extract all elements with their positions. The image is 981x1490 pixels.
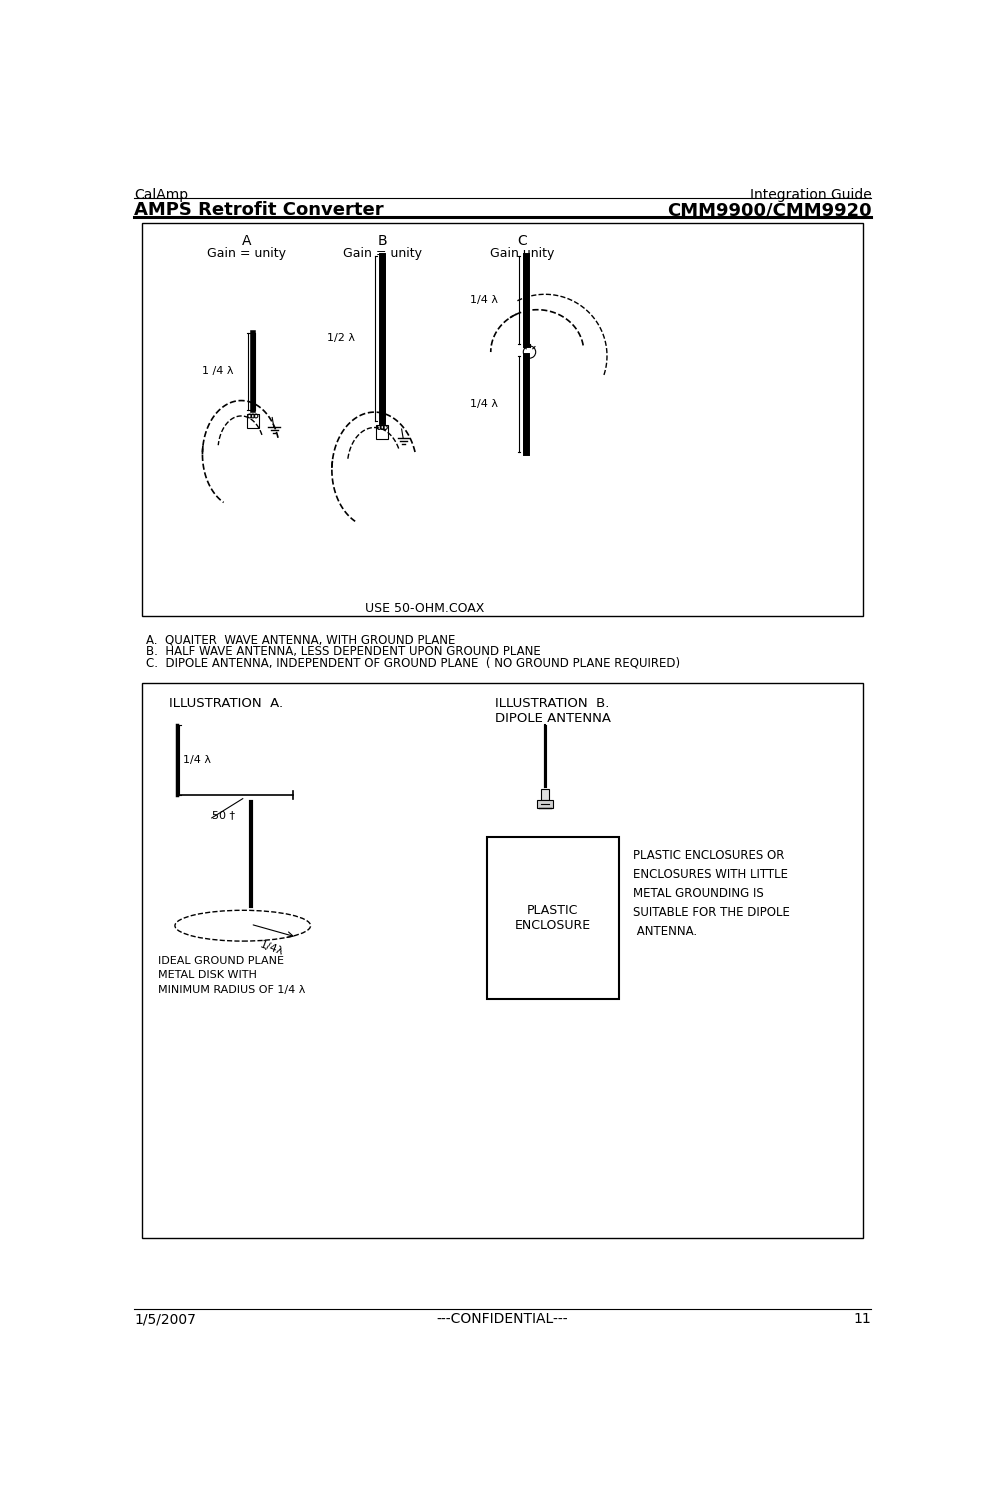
Text: 1/4 λ: 1/4 λ: [471, 295, 498, 304]
Text: ---CONFIDENTIAL---: ---CONFIDENTIAL---: [437, 1313, 568, 1326]
Text: A.  QUAITER  WAVE ANTENNA, WITH GROUND PLANE: A. QUAITER WAVE ANTENNA, WITH GROUND PLA…: [146, 633, 455, 647]
Bar: [542, 788, 549, 800]
Text: 11: 11: [853, 1313, 871, 1326]
Text: A: A: [242, 234, 251, 249]
Text: PLASTIC ENCLOSURES OR
ENCLOSURES WITH LITTLE
METAL GROUNDING IS
SUITABLE FOR THE: PLASTIC ENCLOSURES OR ENCLOSURES WITH LI…: [633, 849, 790, 937]
Bar: [376, 425, 388, 440]
Text: 1/2 λ: 1/2 λ: [327, 334, 355, 343]
Text: Gain unity: Gain unity: [490, 246, 554, 259]
Text: 1/4 λ: 1/4 λ: [471, 399, 498, 408]
Text: Gain = unity: Gain = unity: [207, 246, 286, 259]
Text: CalAmp: CalAmp: [134, 188, 188, 203]
Text: 1/4 λ: 1/4 λ: [183, 755, 211, 766]
Bar: [142, 224, 862, 617]
Text: CMM9900/CMM9920: CMM9900/CMM9920: [667, 201, 871, 219]
Text: USE 50-OHM.COAX: USE 50-OHM.COAX: [365, 602, 485, 615]
Text: IDEAL GROUND PLANE
METAL DISK WITH
MINIMUM RADIUS OF 1/4 λ: IDEAL GROUND PLANE METAL DISK WITH MINIM…: [158, 957, 305, 994]
Text: DIPOLE ANTENNA: DIPOLE ANTENNA: [494, 712, 610, 724]
Text: B: B: [378, 234, 387, 249]
Text: C.  DIPOLE ANTENNA, INDEPENDENT OF GROUND PLANE  ( NO GROUND PLANE REQUIRED): C. DIPOLE ANTENNA, INDEPENDENT OF GROUND…: [146, 656, 680, 669]
Bar: [487, 837, 619, 998]
Text: 1/4λ: 1/4λ: [258, 940, 284, 958]
Text: 1/5/2007: 1/5/2007: [134, 1313, 196, 1326]
Text: 1 /4 λ: 1 /4 λ: [202, 367, 233, 377]
Text: 50 †: 50 †: [212, 811, 234, 820]
Bar: [142, 682, 862, 1238]
Text: C: C: [517, 234, 527, 249]
Bar: [538, 800, 552, 808]
Text: Gain = unity: Gain = unity: [342, 246, 422, 259]
Text: AMPS Retrofit Converter: AMPS Retrofit Converter: [134, 201, 384, 219]
Text: Integration Guide: Integration Guide: [749, 188, 871, 203]
Bar: [246, 414, 259, 428]
Text: ILLUSTRATION  A.: ILLUSTRATION A.: [169, 697, 284, 711]
Text: ILLUSTRATION  B.: ILLUSTRATION B.: [494, 697, 609, 711]
Text: PLASTIC
ENCLOSURE: PLASTIC ENCLOSURE: [515, 904, 591, 933]
Text: B.  HALF WAVE ANTENNA, LESS DEPENDENT UPON GROUND PLANE: B. HALF WAVE ANTENNA, LESS DEPENDENT UPO…: [146, 645, 541, 657]
